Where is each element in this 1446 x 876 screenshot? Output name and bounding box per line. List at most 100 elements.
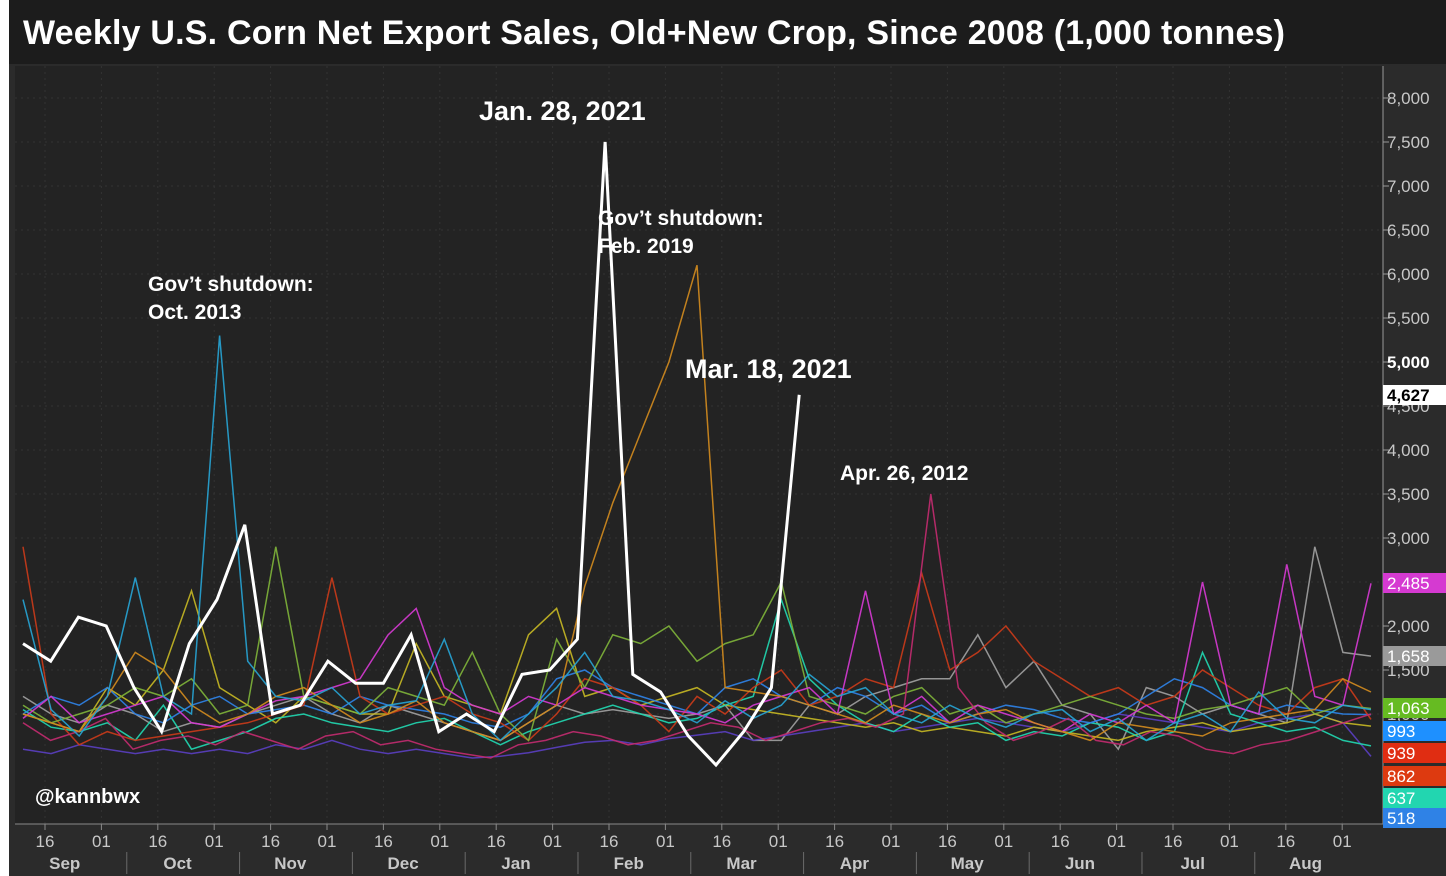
plot-area	[15, 66, 1383, 824]
value-tag: 2,485	[1383, 573, 1446, 593]
title-bar	[9, 0, 1446, 64]
annotation-mar-2021: Mar. 18, 2021	[685, 354, 852, 384]
y-tick-label: 2,000	[1387, 617, 1430, 636]
value-tag: 637	[1383, 788, 1446, 808]
value-tag-label: 637	[1387, 789, 1415, 808]
x-month-label: Apr	[840, 854, 870, 873]
x-month-label: May	[951, 854, 985, 873]
x-axis: 16 01 16 01 16 01 16 01 16 01 16 01 16 01 16 01 16 01 16 01…	[15, 823, 1383, 874]
x-month-label: Jun	[1065, 854, 1095, 873]
x-tick-label: 16	[938, 832, 957, 851]
y-axis-ticks: 8,0007,5007,0006,5006,0005,5005,0004,500…	[1383, 89, 1430, 724]
value-tag-label: 1,063	[1387, 699, 1430, 718]
series-layer	[22, 141, 1372, 768]
value-tag-label: 518	[1387, 809, 1415, 828]
x-month-label: Aug	[1289, 854, 1322, 873]
x-tick-label: 01	[882, 832, 901, 851]
y-tick-label: 3,000	[1387, 529, 1430, 548]
chart-title: Weekly U.S. Corn Net Export Sales, Old+N…	[23, 14, 1286, 52]
x-tick-label: 16	[374, 832, 393, 851]
value-tag: 862	[1383, 766, 1446, 786]
chart-canvas: 8,0007,5007,0006,5006,0005,5005,0004,500…	[9, 0, 1446, 874]
x-tick-label: 01	[430, 832, 449, 851]
value-tag-bg	[1383, 788, 1446, 808]
x-tick-label: 16	[36, 832, 55, 851]
y-tick-label: 6,000	[1387, 265, 1430, 284]
annotation-shutdown-2013-line2: Oct. 2013	[148, 301, 242, 324]
value-tag: 4,627	[1383, 385, 1446, 405]
value-tag: 518	[1383, 808, 1446, 828]
x-tick-label: 16	[1164, 832, 1183, 851]
x-tick-label: 01	[92, 832, 111, 851]
x-tick-label: 01	[205, 832, 224, 851]
x-tick-label: 01	[543, 832, 562, 851]
y-tick-label: 6,500	[1387, 221, 1430, 240]
annotation-shutdown-2013-line1: Gov’t shutdown:	[148, 273, 314, 296]
x-tick-label: 01	[1333, 832, 1352, 851]
x-tick-label: 16	[1276, 832, 1295, 851]
annotation-shutdown-2019: Gov’t shutdown: Feb. 2019	[598, 205, 764, 261]
value-tag-label: 993	[1387, 722, 1415, 741]
y-tick-label: 3,500	[1387, 485, 1430, 504]
y-tick-label: 8,000	[1387, 89, 1430, 108]
y-tick-label: 5,000	[1387, 353, 1430, 372]
value-tag-label: 2,485	[1387, 574, 1430, 593]
value-tag: 1,063	[1383, 698, 1446, 718]
x-month-label: Jul	[1180, 854, 1205, 873]
x-month-label: Sep	[49, 854, 80, 873]
credit-handle: @kannbwx	[35, 786, 141, 808]
x-month-label: Jan	[501, 854, 530, 873]
value-tag: 993	[1383, 721, 1446, 741]
x-tick-label: 16	[825, 832, 844, 851]
annotation-shutdown-2019-line2: Feb. 2019	[598, 235, 694, 258]
value-tag-label: 4,627	[1387, 386, 1430, 405]
series-line-2016-17	[22, 546, 1372, 742]
x-month-label: Dec	[388, 854, 419, 873]
y-tick-label: 5,500	[1387, 309, 1430, 328]
x-tick-label: 16	[600, 832, 619, 851]
value-tag-bg	[1383, 743, 1446, 763]
chart-frame: 8,000 7,500 7,000 6,500 6,000 5,500 5,000 4,500…	[9, 0, 1446, 876]
x-tick-label: 16	[148, 832, 167, 851]
annotation-shutdown-2013: Gov’t shutdown: Oct. 2013	[148, 271, 314, 327]
x-tick-label: 16	[261, 832, 280, 851]
value-tag-bg	[1383, 721, 1446, 741]
value-tag-bg	[1383, 646, 1446, 666]
x-month-label: Feb	[614, 854, 644, 873]
x-tick-label: 01	[994, 832, 1013, 851]
value-tag: 1,658	[1383, 646, 1446, 666]
annotation-apr-2012: Apr. 26, 2012	[840, 462, 969, 485]
x-tick-label: 16	[712, 832, 731, 851]
series-line-2013-14	[22, 335, 1372, 742]
value-tag-bg	[1383, 573, 1446, 593]
x-tick-label: 01	[656, 832, 675, 851]
series-line-2012-13	[22, 493, 1372, 759]
x-tick-label: 16	[487, 832, 506, 851]
x-tick-label: 01	[1220, 832, 1239, 851]
x-tick-label: 01	[769, 832, 788, 851]
series-line-2018-19	[22, 264, 1372, 742]
x-tick-label: 01	[318, 832, 337, 851]
horizontal-gridlines	[15, 97, 1383, 715]
x-month-label: Oct	[163, 854, 192, 873]
annotation-jan-2021: Jan. 28, 2021	[479, 96, 646, 126]
series-line-2008-09	[22, 713, 1372, 759]
value-tag-label: 1,658	[1387, 647, 1430, 666]
y-tick-label: 7,500	[1387, 133, 1430, 152]
x-month-label: Nov	[274, 854, 307, 873]
value-tag-bg	[1383, 698, 1446, 718]
vertical-gridlines	[44, 66, 1343, 824]
x-tick-label: 01	[1107, 832, 1126, 851]
annotation-shutdown-2019-line1: Gov’t shutdown:	[598, 207, 764, 230]
x-tick-label: 16	[1051, 832, 1070, 851]
value-tag-bg	[1383, 766, 1446, 786]
series-line-2020-21	[22, 141, 801, 768]
value-tag-label: 862	[1387, 767, 1415, 786]
value-tag-label: 939	[1387, 744, 1415, 763]
x-month-label: Mar	[726, 854, 757, 873]
value-tag: 939	[1383, 743, 1446, 763]
y-tick-label: 7,000	[1387, 177, 1430, 196]
value-tag-bg	[1383, 385, 1446, 405]
value-tag-bg	[1383, 808, 1446, 828]
